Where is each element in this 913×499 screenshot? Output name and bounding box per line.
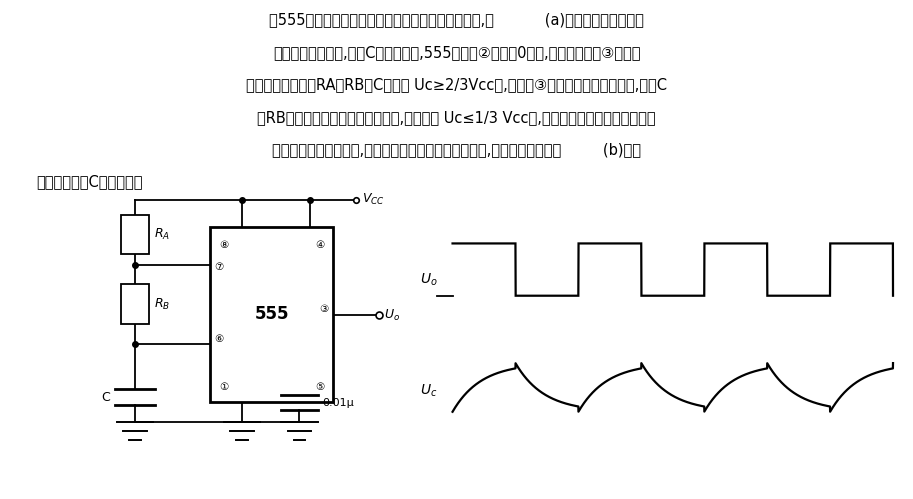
Text: ⑥: ⑥ xyxy=(215,334,224,344)
Bar xyxy=(121,284,149,324)
Text: $V_{CC}$: $V_{CC}$ xyxy=(362,192,384,207)
Text: ③: ③ xyxy=(320,304,329,314)
Text: ①: ① xyxy=(219,382,228,392)
Text: ⑧: ⑧ xyxy=(219,240,228,250)
Text: 0.01μ: 0.01μ xyxy=(322,398,354,408)
Text: $R_B$: $R_B$ xyxy=(154,297,171,312)
Bar xyxy=(121,215,149,254)
Text: 出端及电容器C上的波形。: 出端及电容器C上的波形。 xyxy=(37,175,143,190)
Text: ⑦: ⑦ xyxy=(215,262,224,272)
Text: $U_o$: $U_o$ xyxy=(384,308,401,323)
Text: 电平。当电源通过RA、RB向C充电到 Uc≥2/3Vcc时,输出端③脚由高电平变为低电平,电容C: 电平。当电源通过RA、RB向C充电到 Uc≥2/3Vcc时,输出端③脚由高电平变… xyxy=(246,77,667,92)
Text: $R_A$: $R_A$ xyxy=(154,227,171,242)
Text: 用555时基电路可组成各种形式的自激式多谐振荡器,图           (a)是它的基本电路。当: 用555时基电路可组成各种形式的自激式多谐振荡器,图 (a)是它的基本电路。当 xyxy=(269,12,644,27)
Bar xyxy=(210,227,333,402)
Text: $U_c$: $U_c$ xyxy=(420,383,437,399)
Text: 经RB和内部电路的放电开关管放电,当放电到 Uc≤1/3 Vcc时,输出端又由低电平转变为高电: 经RB和内部电路的放电开关管放电,当放电到 Uc≤1/3 Vcc时,输出端又由低… xyxy=(257,110,656,125)
Text: C: C xyxy=(100,391,110,404)
Text: 电路刚接通电源时,由于C来不及充电,555电路的②脚处于0电平,导致其输出端③脚为高: 电路刚接通电源时,由于C来不及充电,555电路的②脚处于0电平,导致其输出端③脚… xyxy=(273,45,640,60)
Text: $U_o$: $U_o$ xyxy=(420,272,437,288)
Text: 平。此时电容再次充电,这种过程可周而复始地进行下去,形成自激振荡。图         (b)是输: 平。此时电容再次充电,这种过程可周而复始地进行下去,形成自激振荡。图 (b)是输 xyxy=(272,142,641,157)
Text: ⑤: ⑤ xyxy=(315,382,324,392)
Text: 555: 555 xyxy=(255,305,289,323)
Text: ④: ④ xyxy=(315,240,324,250)
